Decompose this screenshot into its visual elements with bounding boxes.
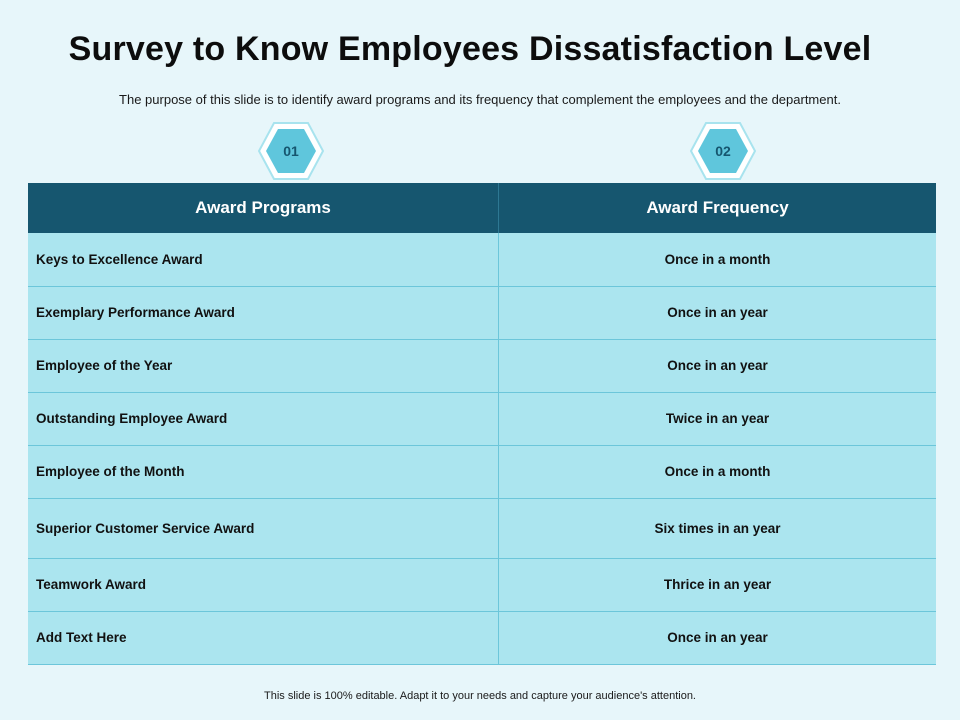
award-program-cell: Exemplary Performance Award [28, 286, 499, 340]
award-frequency-cell: Thrice in an year [498, 558, 936, 612]
award-table: Award Programs Award Frequency Keys to E… [28, 183, 936, 665]
award-frequency-cell: Twice in an year [498, 392, 936, 446]
hexagon-icon [258, 122, 324, 180]
table-row: Keys to Excellence Award Once in a month [28, 233, 936, 287]
award-program-cell: Add Text Here [28, 611, 499, 665]
award-program-cell: Keys to Excellence Award [28, 233, 499, 287]
table-row: Outstanding Employee Award Twice in an y… [28, 392, 936, 446]
award-frequency-cell: Once in an year [498, 339, 936, 393]
badge-02-label: 02 [715, 143, 731, 159]
hexagon-icon [690, 122, 756, 180]
header-award-programs: Award Programs [28, 183, 499, 233]
award-program-cell: Employee of the Year [28, 339, 499, 393]
slide-footer: This slide is 100% editable. Adapt it to… [264, 690, 696, 702]
table-row: Exemplary Performance Award Once in an y… [28, 286, 936, 340]
table-row: Employee of the Year Once in an year [28, 339, 936, 393]
award-frequency-cell: Six times in an year [498, 498, 936, 559]
award-program-cell: Teamwork Award [28, 558, 499, 612]
badge-02: 02 [690, 122, 756, 180]
badge-01-label: 01 [283, 143, 299, 159]
award-frequency-cell: Once in a month [498, 445, 936, 499]
award-frequency-cell: Once in an year [498, 286, 936, 340]
award-frequency-cell: Once in an year [498, 611, 936, 665]
award-program-cell: Employee of the Month [28, 445, 499, 499]
slide-title: Survey to Know Employees Dissatisfaction… [68, 30, 872, 68]
badge-01: 01 [258, 122, 324, 180]
header-award-frequency: Award Frequency [498, 183, 936, 233]
table-header-row: Award Programs Award Frequency [28, 183, 936, 233]
slide-subtitle: The purpose of this slide is to identify… [119, 92, 841, 107]
award-frequency-cell: Once in a month [498, 233, 936, 287]
table-row: Teamwork Award Thrice in an year [28, 558, 936, 612]
table-row: Add Text Here Once in an year [28, 611, 936, 665]
table-row: Superior Customer Service Award Six time… [28, 498, 936, 559]
award-program-cell: Superior Customer Service Award [28, 498, 499, 559]
table-row: Employee of the Month Once in a month [28, 445, 936, 499]
award-program-cell: Outstanding Employee Award [28, 392, 499, 446]
